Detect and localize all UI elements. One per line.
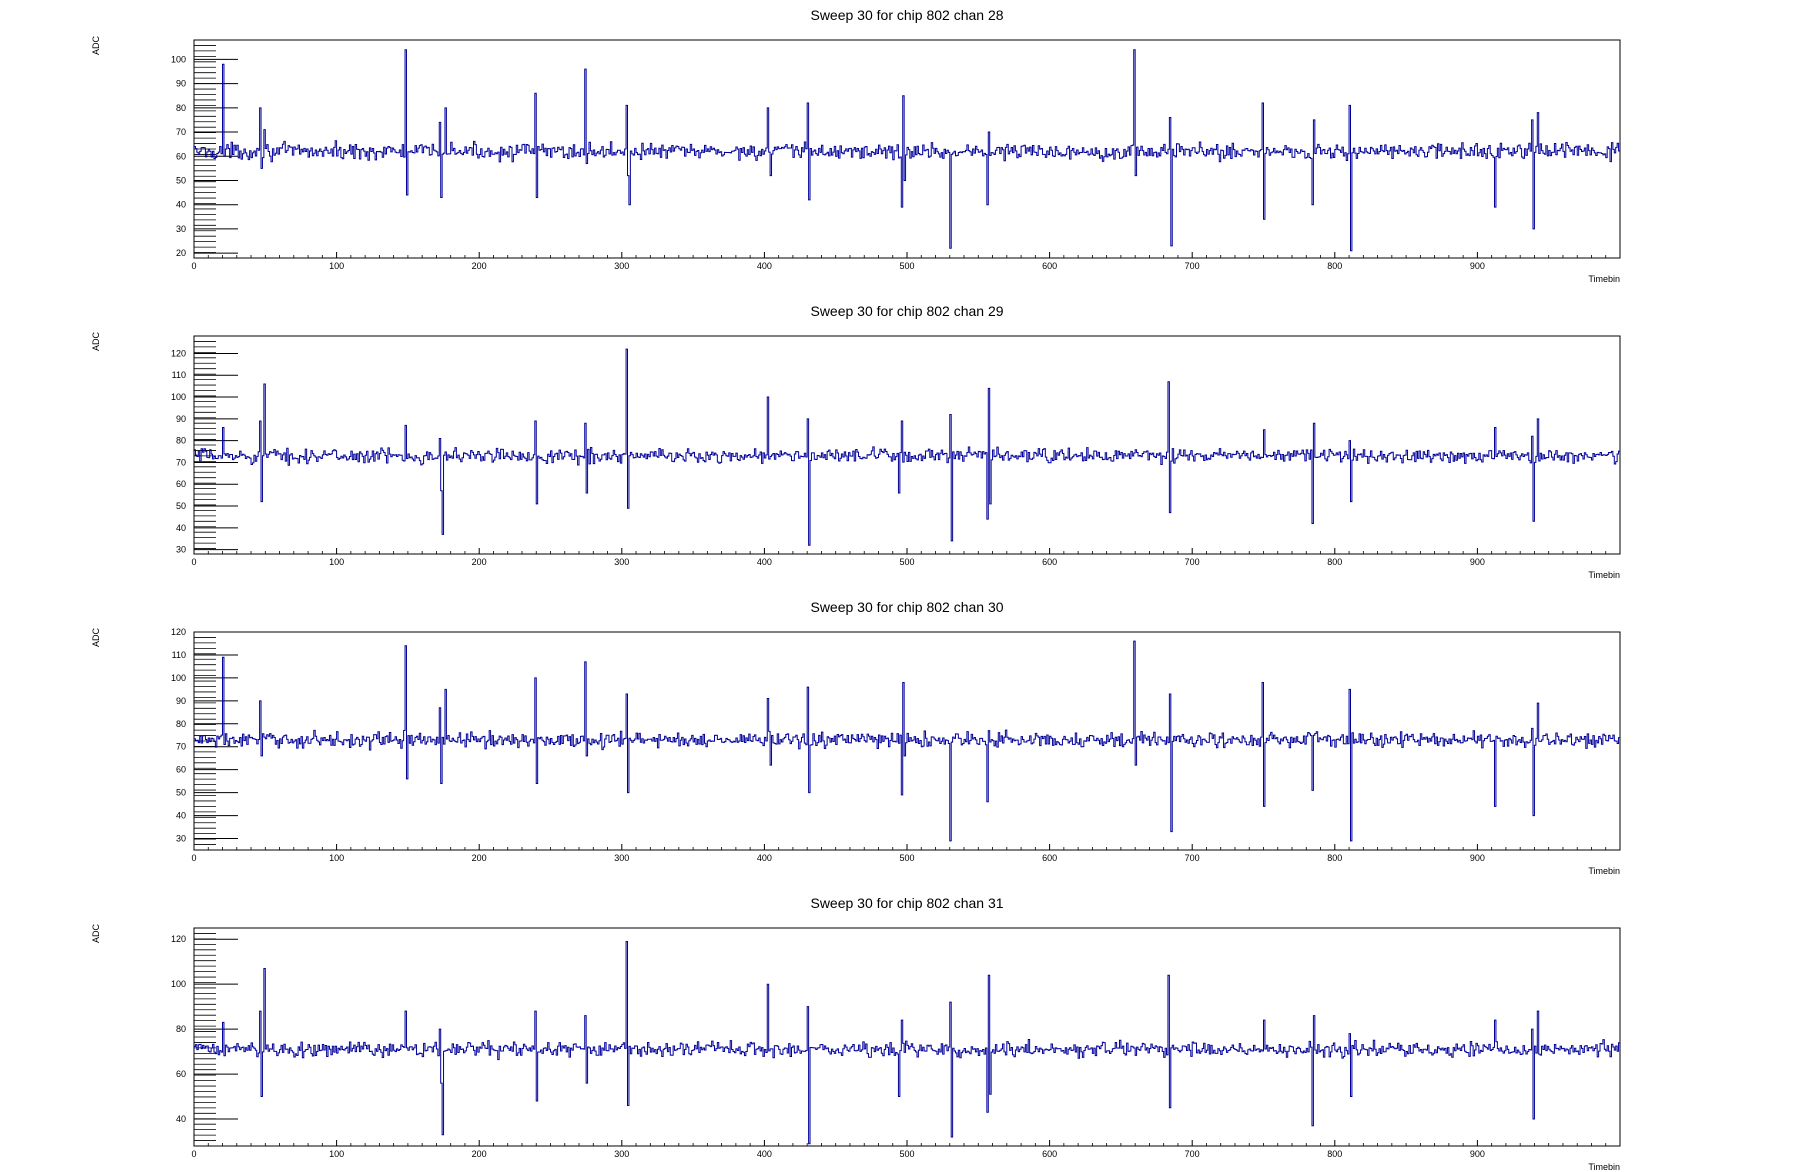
y-tick-label: 100 [171, 54, 186, 64]
x-tick-label: 600 [1042, 1149, 1057, 1159]
y-tick-label: 70 [176, 127, 186, 137]
y-tick-label: 70 [176, 457, 186, 467]
y-tick-label: 40 [176, 1114, 186, 1124]
x-tick-label: 900 [1470, 853, 1485, 863]
x-axis-label: Timebin [1588, 1162, 1620, 1172]
y-tick-label: 30 [176, 545, 186, 555]
x-tick-label: 400 [757, 261, 772, 271]
x-tick-label: 800 [1327, 261, 1342, 271]
plot-frame [193, 335, 1621, 555]
y-axis-label: ADC [91, 332, 101, 352]
x-tick-label: 800 [1327, 1149, 1342, 1159]
x-tick-label: 400 [757, 1149, 772, 1159]
x-tick-label: 200 [472, 557, 487, 567]
x-tick-label: 600 [1042, 557, 1057, 567]
chart-panel-1: Sweep 30 for chip 802 chan 29 ADC Timebin 3… [91, 303, 1621, 580]
chart-panel-2: Sweep 30 for chip 802 chan 30 ADC Timebin 3… [91, 599, 1621, 876]
y-tick-label: 80 [176, 103, 186, 113]
series-line [194, 348, 1620, 546]
x-tick-label: 700 [1185, 261, 1200, 271]
x-tick-label: 300 [614, 261, 629, 271]
y-tick-label: 100 [171, 979, 186, 989]
x-tick-label: 600 [1042, 261, 1057, 271]
x-tick-label: 900 [1470, 557, 1485, 567]
chart-title: Sweep 30 for chip 802 chan 28 [810, 7, 1003, 23]
x-tick-label: 800 [1327, 557, 1342, 567]
x-tick-label: 200 [472, 1149, 487, 1159]
y-tick-label: 40 [176, 200, 186, 210]
y-tick-label: 50 [176, 788, 186, 798]
x-tick-label: 0 [191, 853, 196, 863]
x-tick-label: 500 [899, 853, 914, 863]
x-tick-label: 400 [757, 557, 772, 567]
x-tick-label: 700 [1185, 557, 1200, 567]
y-tick-label: 50 [176, 501, 186, 511]
chart-title: Sweep 30 for chip 802 chan 31 [810, 895, 1003, 911]
x-tick-label: 100 [329, 1149, 344, 1159]
y-tick-label: 120 [171, 627, 186, 637]
y-tick-label: 70 [176, 742, 186, 752]
y-tick-label: 30 [176, 224, 186, 234]
series-line [194, 940, 1620, 1145]
chart-title: Sweep 30 for chip 802 chan 30 [810, 599, 1003, 615]
x-tick-label: 700 [1185, 853, 1200, 863]
x-tick-label: 100 [329, 557, 344, 567]
y-tick-label: 100 [171, 673, 186, 683]
y-tick-label: 120 [171, 934, 186, 944]
y-tick-label: 20 [176, 248, 186, 258]
x-axis-label: Timebin [1588, 274, 1620, 284]
x-tick-label: 700 [1185, 1149, 1200, 1159]
y-tick-label: 80 [176, 719, 186, 729]
x-tick-label: 500 [899, 1149, 914, 1159]
x-tick-label: 500 [899, 261, 914, 271]
x-tick-label: 300 [614, 557, 629, 567]
y-axis-label: ADC [91, 924, 101, 944]
x-tick-label: 300 [614, 1149, 629, 1159]
y-tick-label: 60 [176, 765, 186, 775]
x-axis-label: Timebin [1588, 866, 1620, 876]
y-tick-label: 90 [176, 414, 186, 424]
chart-title: Sweep 30 for chip 802 chan 29 [810, 303, 1003, 319]
y-tick-label: 110 [172, 370, 186, 380]
x-tick-label: 600 [1042, 853, 1057, 863]
y-tick-label: 80 [176, 1024, 186, 1034]
chart-panel-3: Sweep 30 for chip 802 chan 31 ADC Timebin 4… [91, 895, 1621, 1172]
y-tick-label: 80 [176, 436, 186, 446]
series-line [194, 49, 1620, 252]
x-tick-label: 500 [899, 557, 914, 567]
x-tick-label: 0 [191, 261, 196, 271]
y-tick-label: 40 [176, 811, 186, 821]
x-tick-label: 0 [191, 1149, 196, 1159]
x-axis-label: Timebin [1588, 570, 1620, 580]
x-tick-label: 200 [472, 853, 487, 863]
y-tick-label: 40 [176, 523, 186, 533]
x-tick-label: 200 [472, 261, 487, 271]
chart-panel-0: Sweep 30 for chip 802 chan 28 ADC Timebin 2… [91, 7, 1621, 284]
x-tick-label: 900 [1470, 261, 1485, 271]
series-line [194, 640, 1620, 842]
y-tick-label: 60 [176, 151, 186, 161]
x-tick-label: 800 [1327, 853, 1342, 863]
y-tick-label: 60 [176, 1069, 186, 1079]
y-tick-label: 50 [176, 175, 186, 185]
y-tick-label: 30 [176, 834, 186, 844]
x-tick-label: 100 [329, 853, 344, 863]
x-tick-label: 0 [191, 557, 196, 567]
y-tick-label: 90 [176, 79, 186, 89]
plot-frame [193, 927, 1621, 1147]
x-tick-label: 400 [757, 853, 772, 863]
y-tick-label: 60 [176, 479, 186, 489]
x-tick-label: 100 [329, 261, 344, 271]
y-axis-label: ADC [91, 628, 101, 648]
y-tick-label: 110 [172, 650, 186, 660]
x-tick-label: 300 [614, 853, 629, 863]
y-tick-label: 90 [176, 696, 186, 706]
y-tick-label: 120 [171, 348, 186, 358]
x-tick-label: 900 [1470, 1149, 1485, 1159]
y-axis-label: ADC [91, 36, 101, 56]
y-tick-label: 100 [171, 392, 186, 402]
